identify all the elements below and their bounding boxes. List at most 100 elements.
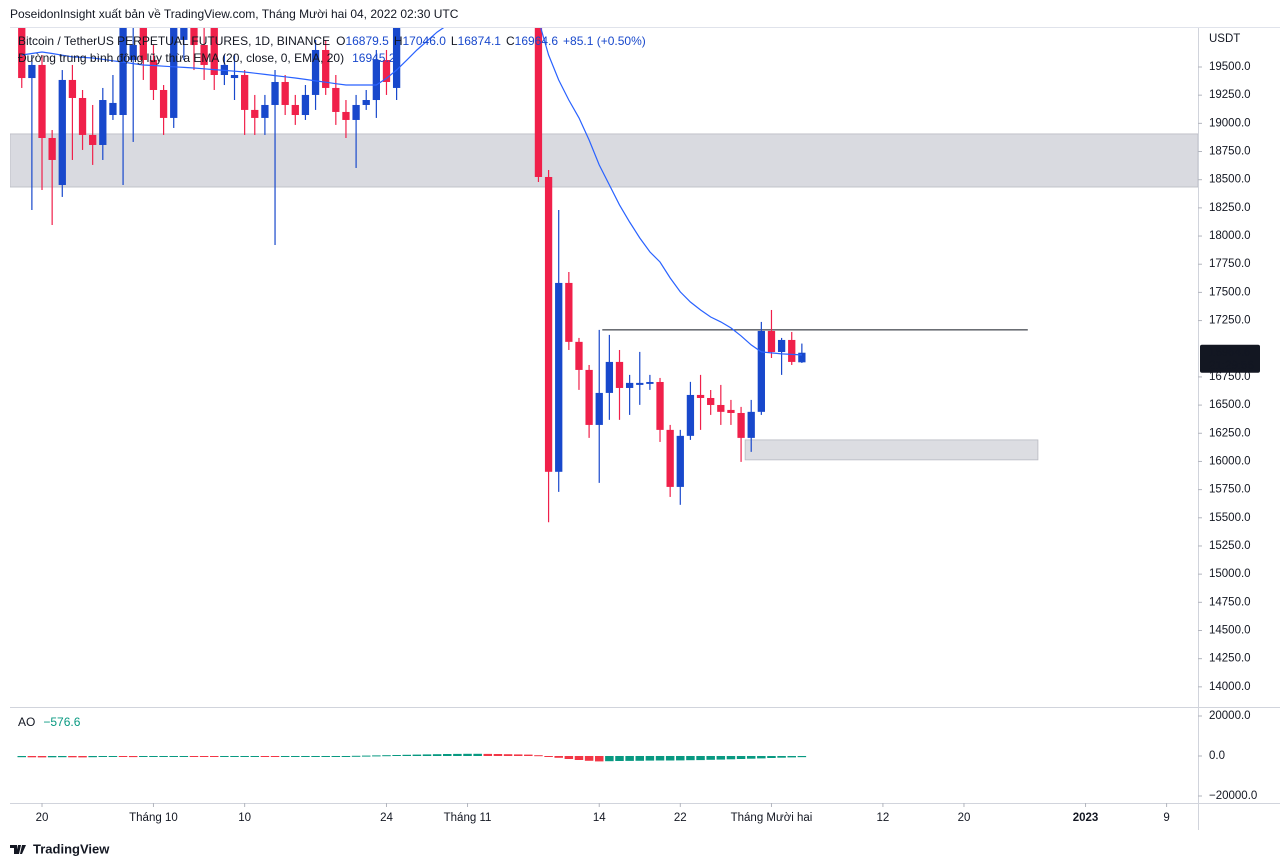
- candle-body: [372, 60, 380, 101]
- ao-bar: [37, 756, 47, 758]
- ao-bar: [128, 756, 138, 758]
- candle-body: [119, 28, 127, 116]
- candle-body: [210, 28, 218, 75]
- candle-body: [311, 49, 320, 95]
- candle-body: [534, 28, 543, 177]
- countdown: 21:29:56: [1209, 360, 1254, 372]
- candle-body: [717, 404, 725, 412]
- ohlc-value: 16964.6: [515, 34, 559, 48]
- candle-body: [767, 330, 776, 353]
- candle-body: [342, 111, 350, 120]
- ao-bar: [88, 756, 97, 758]
- ohlc-value: 16874.1: [458, 34, 502, 48]
- candle-body: [727, 409, 735, 413]
- ao-bar: [270, 756, 280, 757]
- candle-body: [686, 394, 695, 436]
- ao-bar: [625, 756, 634, 761]
- ao-bar: [767, 756, 776, 758]
- candle-body: [240, 74, 249, 110]
- ao-bar: [361, 755, 371, 757]
- x-tick-label: Tháng Mười hai: [731, 812, 813, 824]
- footer-logo: TradingView: [10, 841, 110, 856]
- x-tick-label: Tháng 11: [444, 812, 492, 824]
- candle-body: [798, 352, 806, 363]
- candle-body: [38, 64, 46, 138]
- ao-bar: [179, 756, 189, 757]
- ao-pane: [17, 753, 807, 762]
- ao-bar: [605, 756, 614, 762]
- ao-bar: [564, 756, 574, 759]
- candle-body: [747, 411, 755, 438]
- y-tick-label: 19250.0: [1209, 89, 1251, 101]
- y-tick-label: 18250.0: [1209, 202, 1251, 214]
- price-tag-value: 16964.6: [1209, 347, 1251, 359]
- candle-body: [149, 60, 158, 90]
- ema-line: [21, 28, 802, 356]
- ohlc-value: 17046.0: [403, 34, 447, 48]
- ao-bar: [524, 754, 533, 756]
- ao-bar: [797, 756, 807, 758]
- x-tick-label: 22: [674, 812, 687, 824]
- ao-bar: [321, 756, 330, 757]
- ao-tick-label: 20000.0: [1209, 710, 1251, 722]
- x-tick-label: 14: [593, 812, 606, 824]
- candle-body: [170, 28, 178, 118]
- y-tick-label: 14500.0: [1209, 625, 1251, 637]
- candle-body: [646, 381, 654, 384]
- candle-body: [109, 102, 117, 116]
- y-tick-label: 17750.0: [1209, 258, 1251, 270]
- ao-bar: [311, 756, 320, 757]
- price-pane: [10, 28, 1198, 523]
- candle-body: [18, 28, 26, 79]
- ao-bar: [422, 754, 432, 756]
- ao-bar: [432, 754, 442, 756]
- ao-bar: [240, 756, 249, 757]
- ao-bar: [139, 756, 148, 757]
- unit-label: USDT: [1209, 33, 1240, 45]
- candle-body: [28, 64, 36, 79]
- x-tick-label: 2023: [1073, 812, 1099, 824]
- candle-body: [696, 394, 705, 398]
- ao-bar: [412, 754, 422, 756]
- ao-bar: [118, 756, 128, 757]
- candle-body: [707, 397, 715, 405]
- legend-main: Bitcoin / TetherUS PERPETUAL FUTURES, 1D…: [18, 34, 646, 48]
- ao-bar: [453, 753, 462, 756]
- y-tick-label: 15500.0: [1209, 512, 1251, 524]
- candle-body: [48, 137, 56, 160]
- candle-body: [625, 382, 634, 388]
- candle-body: [392, 28, 401, 88]
- ao-bar: [696, 756, 705, 761]
- ao-bar: [787, 756, 796, 758]
- footer: TradingView: [33, 841, 110, 856]
- y-tick-label: 19000.0: [1209, 117, 1251, 129]
- ao-bar: [301, 756, 310, 757]
- candle-body: [159, 89, 168, 118]
- ao-bar: [503, 754, 513, 756]
- candle-body: [89, 134, 97, 145]
- ao-bar: [331, 756, 341, 757]
- ao-bar: [341, 756, 351, 757]
- ohlc-prefix: H: [394, 34, 403, 48]
- candle-body: [68, 79, 77, 98]
- candle-body: [271, 81, 279, 105]
- axes: 14000.0 14250.0 14500.0 14750.0 15000.0 15250…: [36, 61, 1260, 824]
- y-tick-label: 17250.0: [1209, 315, 1251, 327]
- ao-bar: [27, 756, 37, 758]
- candle-body: [281, 81, 289, 105]
- candle-body: [251, 109, 259, 118]
- ao-bar: [635, 756, 645, 761]
- ao-bar: [757, 756, 766, 759]
- zone: [10, 133, 1198, 188]
- candle-body: [352, 104, 360, 120]
- ao-name: AO: [18, 715, 35, 729]
- y-tick-label: 18750.0: [1209, 146, 1251, 158]
- ao-bar: [98, 756, 108, 757]
- ao-bar: [574, 756, 584, 760]
- candle-body: [382, 60, 391, 82]
- candle-body: [595, 392, 603, 425]
- ohlc-prefix: C: [506, 34, 515, 48]
- ao-bar: [594, 756, 604, 762]
- ao-bar: [209, 756, 219, 757]
